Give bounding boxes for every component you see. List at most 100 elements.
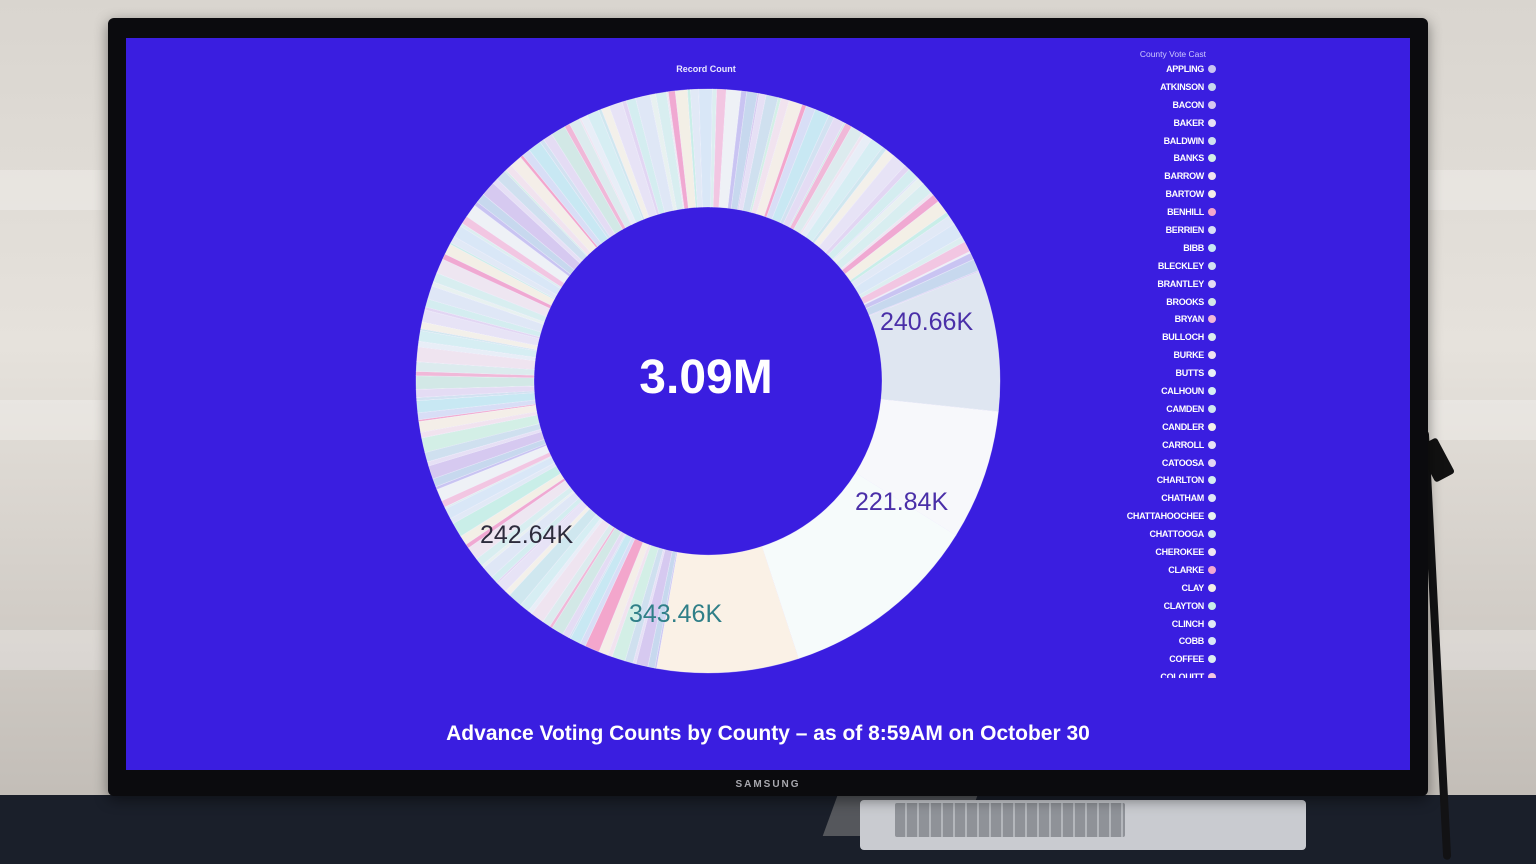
- legend-item[interactable]: BENHILL: [1111, 203, 1226, 221]
- legend-item[interactable]: BARTOW: [1111, 185, 1226, 203]
- slice-value-label: 240.66K: [880, 308, 974, 336]
- dashboard-caption: Advance Voting Counts by County – as of …: [446, 722, 1090, 745]
- legend-item[interactable]: COLQUITT: [1111, 668, 1226, 678]
- slice-value-label: 343.46K: [629, 600, 723, 628]
- monitor: Record Count 3.09M 240.66K 221.84K 343.4…: [108, 18, 1428, 796]
- legend-label: BLECKLEY: [1157, 260, 1204, 271]
- legend-item[interactable]: CHEROKEE: [1111, 543, 1226, 561]
- legend-label: BURKE: [1173, 350, 1204, 361]
- legend-dot: [1208, 422, 1216, 431]
- legend-dot: [1208, 82, 1216, 91]
- legend-dot: [1208, 583, 1216, 592]
- legend-label: BRANTLEY: [1157, 278, 1204, 289]
- legend-item[interactable]: CATOOSA: [1111, 454, 1226, 472]
- legend-dot: [1208, 601, 1216, 610]
- legend-label: BENHILL: [1167, 207, 1204, 218]
- legend-label: BUTTS: [1175, 368, 1205, 379]
- legend-label: CARROLL: [1162, 439, 1204, 450]
- legend-dot: [1208, 655, 1216, 664]
- legend-dot: [1208, 369, 1216, 378]
- legend-dot: [1208, 190, 1216, 199]
- legend-item[interactable]: COFFEE: [1111, 650, 1226, 668]
- legend-dot: [1208, 243, 1216, 252]
- legend-item[interactable]: BALDWIN: [1111, 132, 1226, 150]
- legend-label: ATKINSON: [1160, 81, 1204, 92]
- legend-item[interactable]: BARROW: [1111, 167, 1226, 185]
- legend-item[interactable]: ATKINSON: [1111, 78, 1226, 96]
- legend-dot: [1208, 512, 1216, 521]
- legend-item[interactable]: CHATHAM: [1111, 489, 1226, 507]
- monitor-brand: SAMSUNG: [735, 779, 801, 790]
- legend-dot: [1208, 530, 1216, 539]
- legend-label: BIBB: [1183, 242, 1204, 253]
- legend-label: BALDWIN: [1163, 135, 1205, 146]
- total-count: 3.09M: [639, 351, 773, 404]
- legend-dot: [1208, 494, 1216, 503]
- legend-item[interactable]: CLINCH: [1111, 615, 1226, 633]
- legend-item[interactable]: BIBB: [1111, 239, 1226, 257]
- legend-label: CHATHAM: [1161, 493, 1204, 504]
- legend-item[interactable]: BANKS: [1111, 149, 1226, 167]
- legend-label: APPLING: [1166, 63, 1204, 74]
- dashboard-screen: Record Count 3.09M 240.66K 221.84K 343.4…: [126, 38, 1410, 770]
- legend-item[interactable]: BUTTS: [1111, 364, 1226, 382]
- chart-title: Record Count: [676, 64, 736, 74]
- legend-item[interactable]: CANDLER: [1111, 418, 1226, 436]
- legend-label: CALHOUN: [1161, 385, 1204, 396]
- legend-dot: [1208, 404, 1216, 413]
- legend-item[interactable]: APPLING: [1111, 60, 1226, 78]
- legend-item[interactable]: CHATTOOGA: [1111, 525, 1226, 543]
- legend-item[interactable]: BRANTLEY: [1111, 275, 1226, 293]
- legend-label: CHARLTON: [1156, 475, 1205, 486]
- legend-item[interactable]: BRYAN: [1111, 310, 1226, 328]
- legend-item[interactable]: BURKE: [1111, 346, 1226, 364]
- legend-dot: [1208, 673, 1216, 678]
- legend-label: COLQUITT: [1160, 672, 1204, 678]
- legend-item[interactable]: CLAYTON: [1111, 597, 1226, 615]
- legend-dot: [1208, 440, 1216, 449]
- legend-label: BERRIEN: [1165, 224, 1205, 235]
- legend-item[interactable]: BERRIEN: [1111, 221, 1226, 239]
- slice-value-label: 242.64K: [480, 521, 574, 549]
- legend-label: CHATTOOGA: [1149, 529, 1205, 540]
- legend-item[interactable]: BLECKLEY: [1111, 257, 1226, 275]
- legend-item[interactable]: COBB: [1111, 633, 1226, 651]
- legend-item[interactable]: CALHOUN: [1111, 382, 1226, 400]
- legend-label: CAMDEN: [1166, 403, 1204, 414]
- legend-item[interactable]: CHARLTON: [1111, 471, 1226, 489]
- legend-label: BRYAN: [1174, 314, 1205, 325]
- legend-label: COBB: [1178, 636, 1205, 647]
- legend-item[interactable]: CHATTAHOOCHEE: [1111, 507, 1226, 525]
- legend-dot: [1208, 261, 1216, 270]
- legend-label: BARROW: [1164, 171, 1204, 182]
- legend-label: BROOKS: [1166, 296, 1204, 307]
- legend-dot: [1208, 297, 1216, 306]
- legend-dot: [1208, 476, 1216, 485]
- legend-dot: [1208, 619, 1216, 628]
- legend-item[interactable]: BULLOCH: [1111, 328, 1226, 346]
- legend-dot: [1208, 333, 1216, 342]
- legend-label: BACON: [1172, 99, 1205, 110]
- legend-item[interactable]: CLARKE: [1111, 561, 1226, 579]
- legend-item[interactable]: CLAY: [1111, 579, 1226, 597]
- legend-dot: [1208, 136, 1216, 145]
- legend-dot: [1208, 547, 1216, 556]
- county-legend[interactable]: County Vote Cast APPLING ATKINSON BACON BAK…: [1111, 48, 1226, 678]
- legend-label: CLARKE: [1168, 564, 1204, 575]
- legend-label: CHEROKEE: [1155, 546, 1204, 557]
- donut-slice-county[interactable]: [868, 270, 980, 317]
- legend-dot: [1208, 351, 1216, 360]
- legend-title: County Vote Cast: [1139, 49, 1206, 59]
- legend-dot: [1208, 64, 1216, 73]
- legend-label: CLAY: [1181, 582, 1205, 593]
- legend-dot: [1208, 637, 1216, 646]
- legend-label: CATOOSA: [1161, 457, 1204, 468]
- legend-dot: [1208, 118, 1216, 127]
- legend-item[interactable]: BAKER: [1111, 114, 1226, 132]
- legend-item[interactable]: BACON: [1111, 96, 1226, 114]
- legend-item[interactable]: BROOKS: [1111, 293, 1226, 311]
- legend-item[interactable]: CAMDEN: [1111, 400, 1226, 418]
- legend-dot: [1208, 565, 1216, 574]
- legend-dot: [1208, 208, 1216, 217]
- legend-item[interactable]: CARROLL: [1111, 436, 1226, 454]
